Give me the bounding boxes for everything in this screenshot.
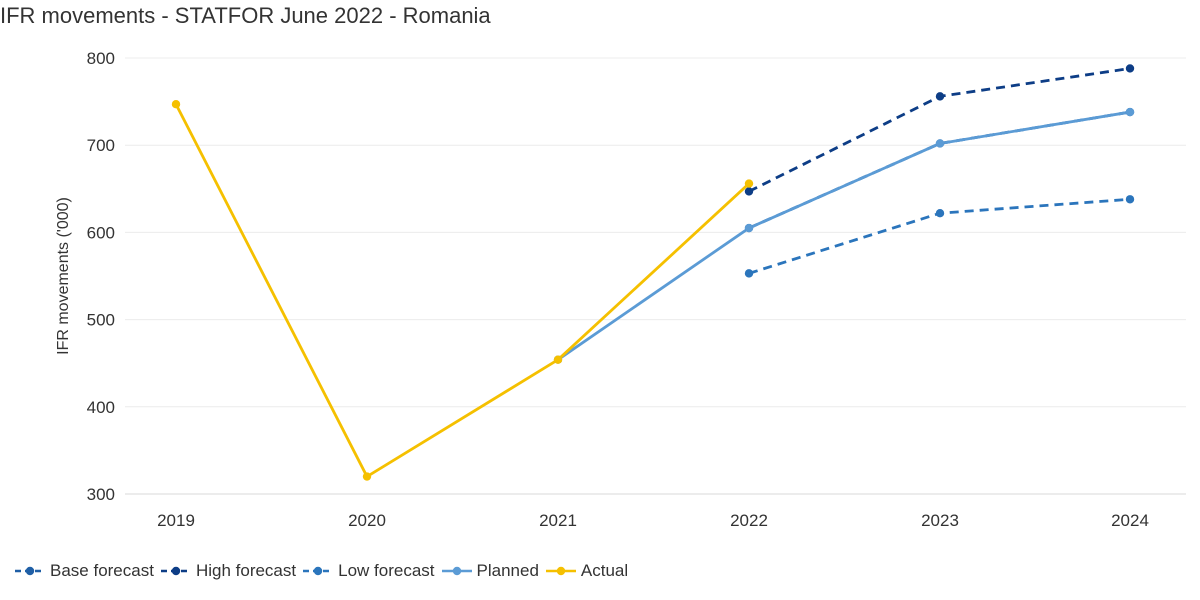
series-lines	[174, 67, 1131, 478]
high-forecast-point	[1125, 64, 1135, 73]
legend: Base forecast High forecast Low forecast Pl…	[14, 561, 634, 581]
y-tick-label: 300	[87, 485, 115, 504]
low-forecast-point	[935, 209, 945, 218]
y-tick-label: 800	[87, 49, 115, 68]
axes: 300 400 500 600 700 800 2019 2020 2021 2022 2023 20…	[55, 49, 1149, 530]
legend-label: High forecast	[195, 561, 297, 580]
y-tick-label: 400	[87, 398, 115, 417]
x-tick-label: 2020	[348, 511, 386, 530]
high-forecast-point	[935, 92, 945, 101]
planned-point	[744, 223, 754, 233]
y-tick-label: 600	[87, 223, 115, 242]
legend-swatch	[441, 566, 472, 576]
x-tick-label: 2019	[157, 511, 195, 530]
x-tick-label: 2021	[539, 511, 577, 530]
legend-label: Planned	[476, 561, 539, 580]
chart-title: IFR movements - STATFOR June 2022 - Roma…	[0, 3, 491, 28]
low-forecast-point	[1125, 195, 1135, 204]
legend-item-base-forecast[interactable]: Base forecast	[14, 561, 154, 581]
legend-item-low-forecast[interactable]: Low forecast	[302, 561, 435, 581]
planned-line	[557, 110, 1131, 361]
legend-swatch	[160, 566, 191, 576]
legend-item-planned[interactable]: Planned	[441, 561, 539, 581]
actual-point	[171, 100, 181, 109]
legend-swatch	[15, 566, 45, 576]
legend-label: Actual	[580, 561, 629, 580]
y-axis-title: IFR movements ('000)	[55, 197, 72, 355]
actual-point	[744, 179, 754, 188]
legend-label: Low forecast	[338, 561, 435, 580]
x-tick-label: 2022	[730, 511, 768, 530]
legend-label: Base forecast	[50, 561, 154, 580]
high-forecast-line	[748, 67, 1131, 193]
planned-point	[1125, 107, 1135, 117]
x-tick-label: 2023	[921, 511, 959, 530]
actual-point	[553, 355, 563, 364]
legend-swatch	[545, 566, 576, 576]
gridlines	[125, 57, 1186, 495]
y-tick-label: 500	[87, 311, 115, 330]
y-tick-label: 700	[87, 136, 115, 155]
planned-point	[935, 139, 945, 148]
data-points	[171, 64, 1135, 481]
low-forecast-point	[744, 269, 754, 278]
high-forecast-point	[744, 187, 754, 196]
actual-line	[174, 103, 750, 478]
legend-item-actual[interactable]: Actual	[545, 561, 628, 581]
legend-swatch	[303, 566, 334, 576]
legend-item-high-forecast[interactable]: High forecast	[160, 561, 296, 581]
x-tick-label: 2024	[1111, 511, 1149, 530]
actual-point	[362, 472, 372, 481]
